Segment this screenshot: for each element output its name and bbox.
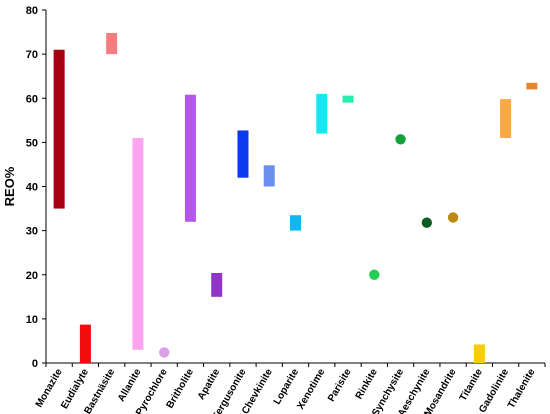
range-bar — [290, 215, 301, 231]
x-axis: MonaziteEudialyteBastnäsiteAllanitePyroc… — [34, 362, 546, 414]
x-tick-label: Parisite — [326, 367, 354, 404]
point-marker — [395, 134, 406, 145]
range-bar — [342, 95, 354, 103]
point-marker — [369, 269, 380, 280]
range-bar — [526, 82, 538, 90]
y-tick-label: 30 — [26, 226, 38, 238]
range-bar — [106, 32, 118, 55]
x-tick-label: Titanite — [458, 367, 485, 404]
range-bar — [263, 165, 275, 187]
range-bar — [53, 49, 65, 209]
point-marker — [158, 347, 170, 358]
chart-marks — [53, 32, 538, 363]
range-bar — [237, 130, 249, 178]
range-bar — [132, 137, 144, 350]
point-marker — [421, 217, 433, 228]
x-tick-label: Apatite — [196, 367, 223, 402]
y-axis-title: REO% — [2, 166, 17, 206]
range-bar — [79, 324, 91, 363]
range-bar — [500, 99, 512, 138]
y-tick-label: 70 — [26, 49, 38, 61]
x-tick-label: Rinkite — [354, 367, 380, 402]
y-tick-label: 0 — [32, 358, 38, 370]
range-bar — [184, 94, 196, 222]
y-tick-label: 20 — [26, 270, 38, 282]
y-tick-label: 10 — [26, 314, 38, 326]
y-tick-label: 60 — [26, 93, 38, 105]
y-tick-label: 50 — [26, 137, 38, 149]
point-marker — [447, 212, 459, 223]
y-axis: 0 10 20 30 40 50 60 70 80 — [26, 5, 47, 370]
range-bar — [473, 344, 485, 363]
x-tick-label: Allanite — [116, 367, 144, 404]
range-bar — [211, 272, 223, 297]
range-bar — [316, 93, 328, 134]
x-tick-label: Loparite — [272, 367, 301, 407]
y-tick-label: 80 — [26, 5, 38, 17]
y-tick-label: 40 — [26, 182, 38, 194]
